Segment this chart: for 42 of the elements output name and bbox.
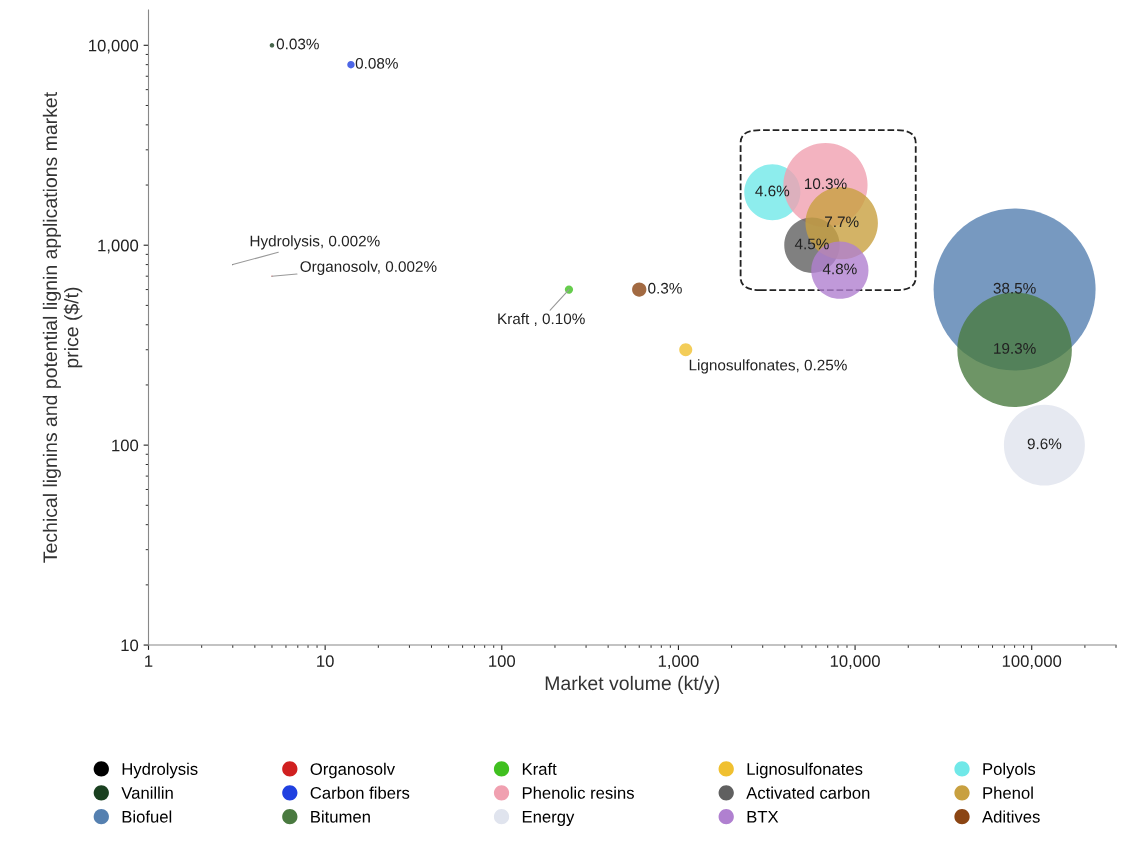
x-tick-label: 10 (317, 655, 334, 668)
annotation: 38.5% (993, 282, 1036, 294)
x-tick-label: 100,000 (1002, 655, 1062, 669)
annotation: 19.3% (994, 343, 1036, 354)
annotation: 4.5% (794, 238, 829, 250)
annotation: 0.3% (648, 282, 682, 294)
legend-label: Polyols (983, 762, 1036, 779)
annotation: 4.6% (755, 185, 790, 197)
annotation: 9.6% (1027, 438, 1062, 450)
x-tick-label: 10,000 (830, 655, 880, 669)
y-tick-label: 10 (121, 639, 139, 652)
y-tick-label: 1,000 (98, 239, 139, 254)
legend-label: Organosolv (310, 762, 395, 779)
y-tick-label: 10,000 (89, 39, 139, 54)
legend-label: Hydrolysis (122, 762, 198, 779)
x-tick-label: 1,000 (658, 655, 699, 669)
x-tick-label: 1 (145, 655, 153, 667)
annotation: Hydrolysis, 0.002% (250, 235, 380, 250)
annotation: 10.3% (805, 178, 847, 190)
legend-label: Bitumen (311, 810, 370, 823)
y-tick-label: 100 (112, 439, 139, 452)
legend-label: Energy (522, 811, 575, 826)
legend-label: Lignosulfonates (747, 762, 863, 779)
legend-label: Phenol (983, 786, 1033, 799)
legend-label: Biofuel (122, 810, 172, 823)
annotation: 7.7% (825, 216, 859, 228)
annotation: 4.8% (822, 263, 857, 275)
legend-label: Kraft (522, 762, 557, 775)
annotation: Kraft , 0.10% (498, 313, 585, 327)
x-tick-label: 100 (489, 655, 516, 668)
legend-label: BTX (747, 811, 779, 823)
x-axis-title: Market volume (kt/y) (545, 675, 720, 694)
legend-label: Vanillin (121, 786, 173, 799)
annotation: Organosolv, 0.002% (300, 260, 437, 275)
legend-label: Activated carbon (746, 786, 870, 799)
legend-label: Phenolic resins (522, 786, 634, 799)
annotation: 0.03% (276, 38, 319, 50)
legend-label: Aditives (982, 810, 1040, 823)
annotation: 0.08% (355, 57, 398, 69)
annotation: Lignosulfonates, 0.25% (689, 359, 847, 374)
legend-label: Carbon fibers (310, 786, 410, 799)
y-axis-title: Techical lignins and potential lignin applications market price ($/t) (42, 92, 83, 563)
